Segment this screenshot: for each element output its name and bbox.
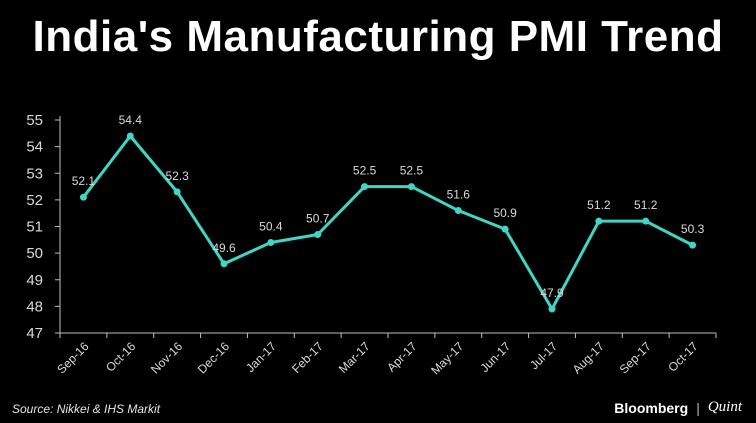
brand-logo: Bloomberg | Quint xyxy=(614,399,742,416)
series-line xyxy=(82,134,694,311)
x-tick-label: Jun-17 xyxy=(477,339,513,375)
data-label: 54.4 xyxy=(119,113,143,127)
data-label: 52.1 xyxy=(72,174,96,188)
x-tick-label: Oct-16 xyxy=(103,339,139,375)
data-point xyxy=(126,132,134,140)
y-tick-label: 49 xyxy=(26,272,43,289)
x-tick-label: Aug-17 xyxy=(570,339,607,376)
x-tick-label: Oct-17 xyxy=(665,339,701,375)
y-axis: 47 48 49 50 51 52 53 54 55 xyxy=(26,112,61,342)
data-label: 52.5 xyxy=(353,164,377,178)
y-tick-label: 52 xyxy=(26,192,43,209)
data-point xyxy=(361,183,369,191)
data-point xyxy=(548,305,556,313)
data-point xyxy=(407,183,415,191)
data-point xyxy=(642,217,650,225)
x-tick-label: Jan-17 xyxy=(243,339,279,375)
y-tick-label: 51 xyxy=(26,219,43,236)
y-tick-label: 55 xyxy=(26,112,43,129)
x-tick-label: Sep-16 xyxy=(54,339,91,376)
data-point xyxy=(173,188,181,196)
data-point xyxy=(220,260,228,268)
data-label: 52.5 xyxy=(400,164,424,178)
pmi-series xyxy=(79,132,697,313)
y-tick-label: 48 xyxy=(26,298,43,315)
data-point xyxy=(79,193,87,201)
data-labels: 52.1 54.4 52.3 49.6 50.4 50.7 52.5 52.5 51.6 50.9… xyxy=(72,113,705,300)
data-label: 50.4 xyxy=(259,219,283,233)
y-tick-label: 54 xyxy=(26,139,43,156)
brand-separator: | xyxy=(696,399,700,416)
x-tick-label: Feb-17 xyxy=(289,339,326,376)
data-label: 50.3 xyxy=(681,222,705,236)
data-point xyxy=(267,238,275,246)
data-label: 50.9 xyxy=(493,206,517,220)
data-label: 47.9 xyxy=(540,286,564,300)
data-point xyxy=(595,217,603,225)
x-tick-label: Mar-17 xyxy=(336,339,373,376)
x-tick-label: Dec-16 xyxy=(195,339,232,376)
x-tick-label: Nov-16 xyxy=(148,339,185,376)
brand-bloomberg: Bloomberg xyxy=(614,399,689,416)
data-point xyxy=(501,225,509,233)
brand-quint: Quint xyxy=(707,399,742,415)
data-label: 51.2 xyxy=(634,198,658,212)
data-label: 52.3 xyxy=(165,169,189,183)
x-tick-label: Sep-17 xyxy=(617,339,654,376)
data-point xyxy=(314,230,322,238)
data-label: 51.2 xyxy=(587,198,611,212)
data-point xyxy=(454,207,462,215)
y-tick-label: 47 xyxy=(26,325,43,342)
data-point xyxy=(689,241,697,249)
x-tick-label: Jul-17 xyxy=(527,339,560,372)
x-tick-label: May-17 xyxy=(428,339,466,377)
data-label: 49.6 xyxy=(212,241,236,255)
x-tick-label: Apr-17 xyxy=(384,339,420,375)
y-tick-label: 50 xyxy=(26,245,43,262)
data-label: 50.7 xyxy=(306,211,330,225)
chart-title: India's Manufacturing PMI Trend xyxy=(32,12,724,61)
x-axis: Sep-16 Oct-16 Nov-16 Dec-16 Jan-17 Feb-17 Mar-… xyxy=(54,332,717,377)
data-label: 51.6 xyxy=(447,188,471,202)
source-note: Source: Nikkei & IHS Markit xyxy=(12,402,161,416)
y-tick-label: 53 xyxy=(26,165,43,182)
